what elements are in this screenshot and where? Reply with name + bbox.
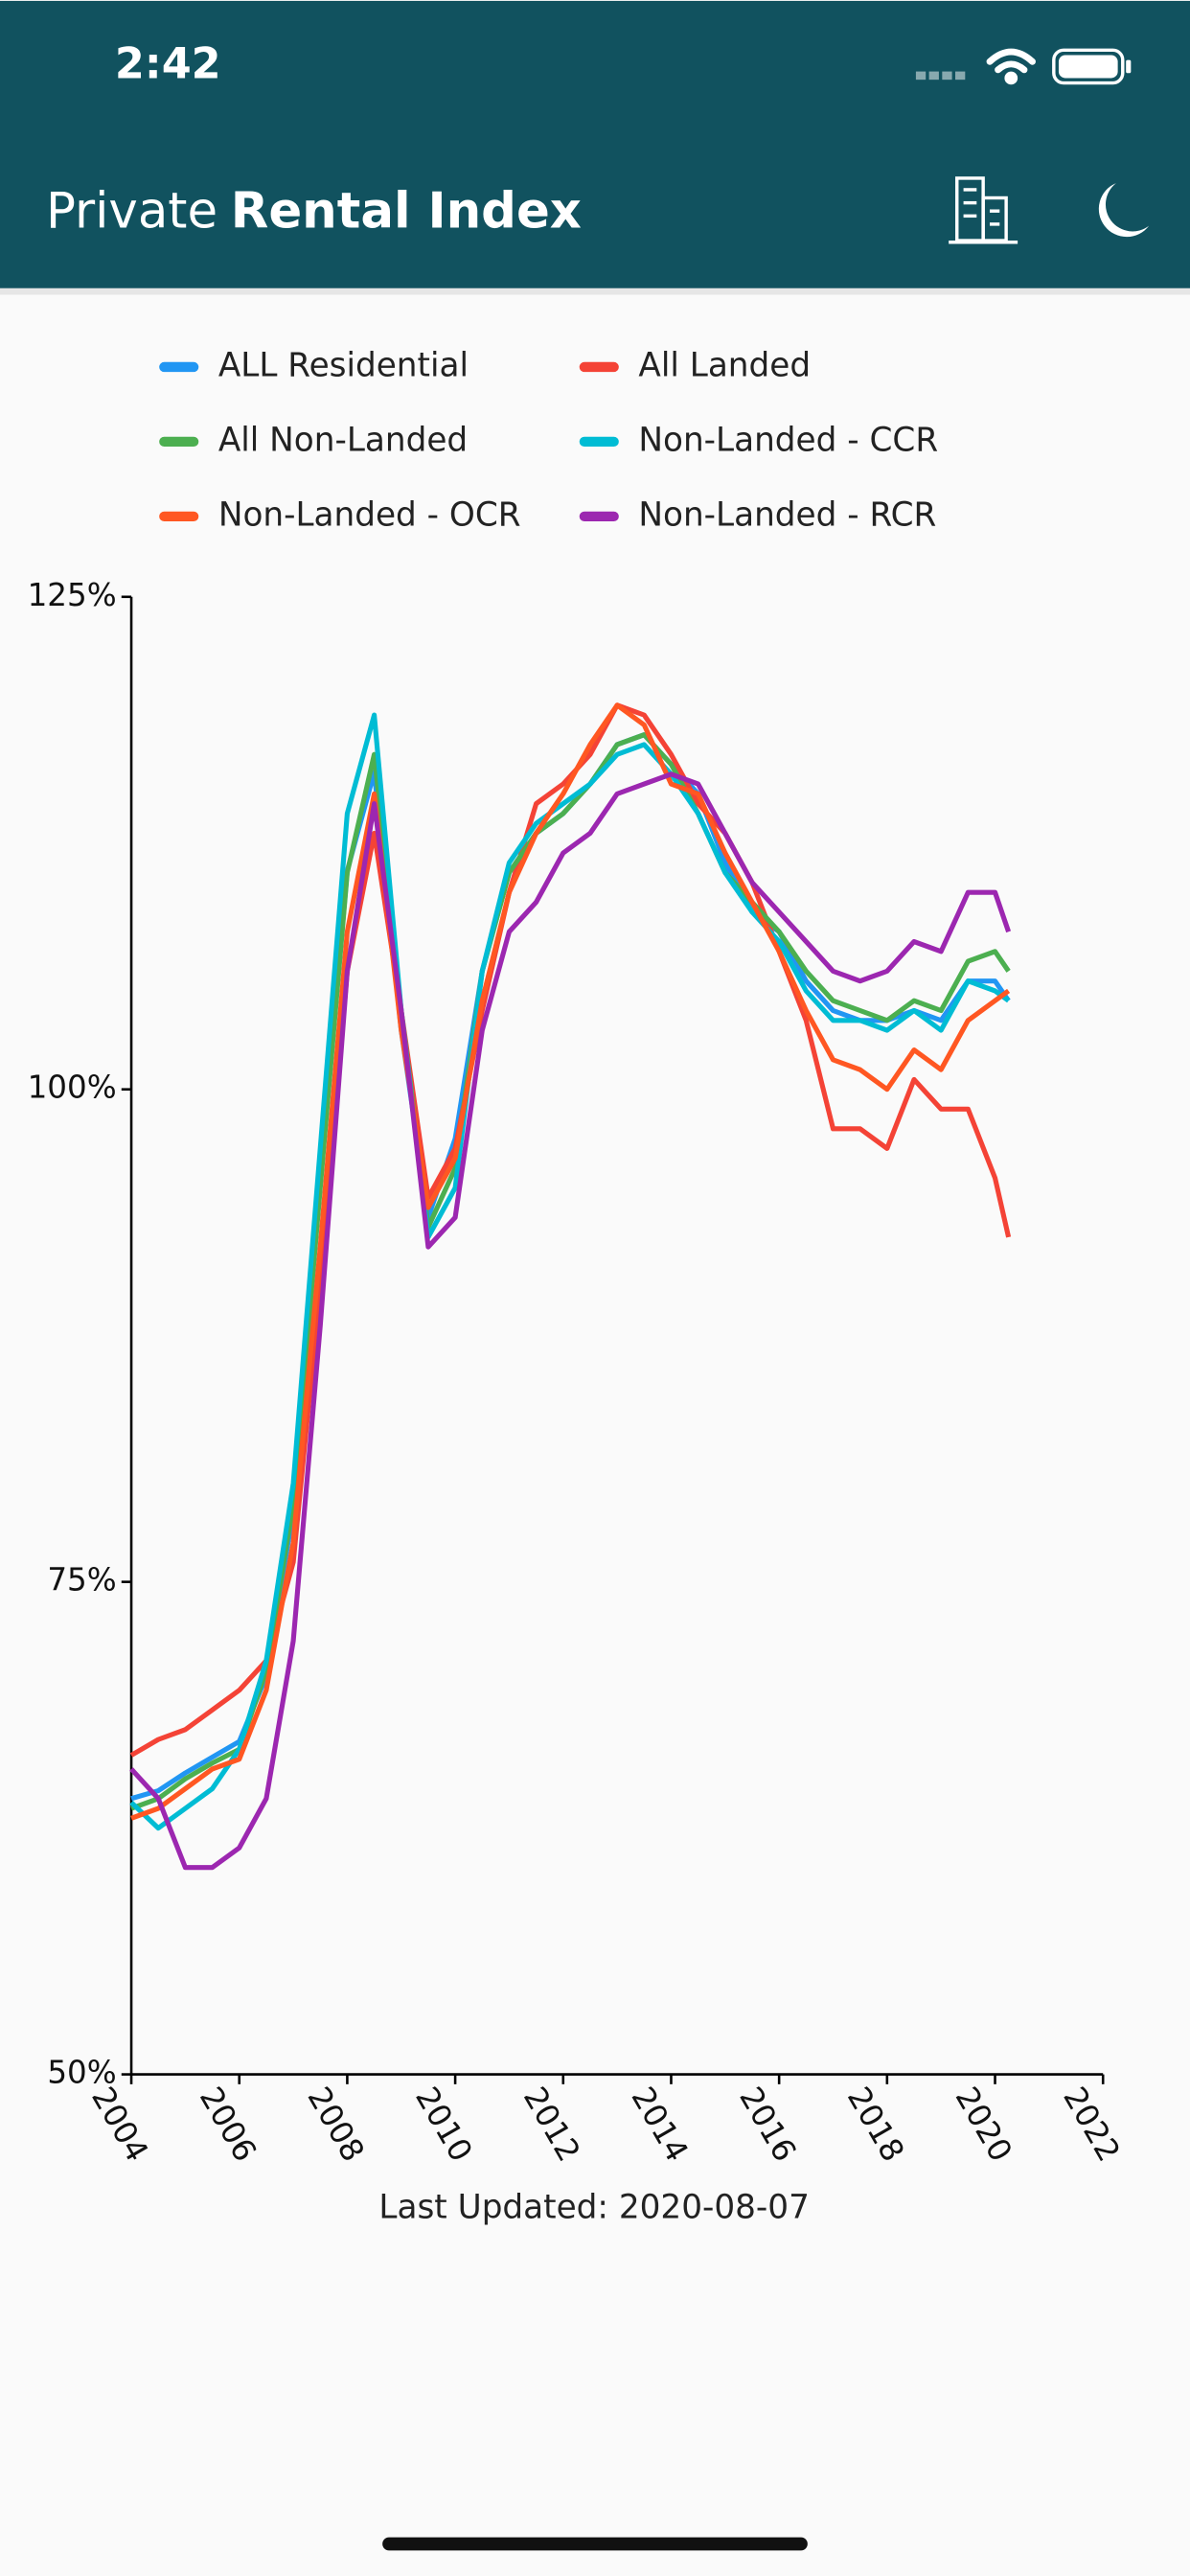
signal-icon [915,71,966,80]
status-time: 2:42 [115,38,221,88]
legend-label: Non-Landed - OCR [218,495,521,534]
title-light: Private [46,183,217,241]
building-button[interactable] [949,176,1018,244]
app-bar-shadow [0,288,1190,295]
title-bold: Rental Index [231,183,582,241]
dark-mode-button[interactable] [1098,183,1150,238]
y-tick-label: 100% [28,1070,117,1106]
y-tick-label: 75% [47,1562,116,1598]
x-tick-label: 2008 [300,2081,371,2168]
x-tick-label: 2004 [84,2081,155,2168]
legend-label: ALL Residential [218,346,469,384]
x-tick-label: 2010 [408,2081,479,2168]
legend-label: All Landed [638,346,811,384]
legend-label: Non-Landed - RCR [638,495,936,534]
battery-icon [1052,48,1132,85]
x-tick-label: 2014 [624,2081,695,2168]
x-tick-label: 2022 [1056,2081,1127,2168]
series-line [130,732,1011,1811]
series-line [130,732,1011,1802]
series-line [129,771,1012,1871]
legend-label: All Non-Landed [218,421,468,459]
x-tick-label: 2006 [193,2081,263,2168]
x-tick-label: 2012 [516,2081,587,2168]
wifi-icon [986,48,1036,85]
x-tick-label: 2018 [840,2081,911,2168]
y-tick-label: 125% [28,577,117,613]
series-line [130,702,1011,1821]
y-tick-label: 50% [47,2055,116,2091]
home-indicator [382,2537,808,2551]
series-line [129,702,1012,1758]
series-line [129,712,1011,1831]
app-title: Private Rental Index [46,183,582,241]
x-tick-label: 2016 [732,2081,803,2168]
last-updated: Last Updated: 2020-08-07 [378,2189,809,2227]
legend-label: Non-Landed - CCR [638,421,938,459]
x-tick-label: 2020 [949,2081,1019,2168]
